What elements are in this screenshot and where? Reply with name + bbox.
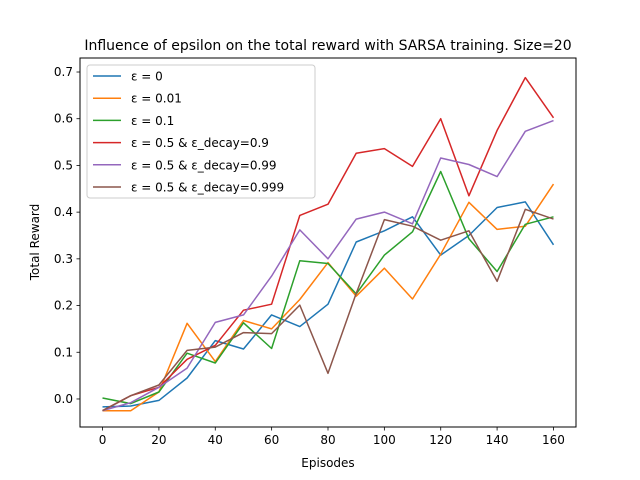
x-tick-label: 40 [208, 433, 223, 447]
x-tick-label: 80 [320, 433, 335, 447]
series-line-2 [102, 183, 555, 412]
series-line-1 [102, 201, 555, 408]
x-tick-label: 60 [264, 433, 279, 447]
plot-lines [102, 76, 555, 412]
x-tick-label: 160 [542, 433, 565, 447]
y-tick-label: 0.3 [54, 252, 73, 266]
x-axis-label: Episodes [301, 456, 354, 470]
y-axis-label: Total Reward [28, 204, 42, 282]
x-tick-label: 20 [151, 433, 166, 447]
legend-label-6: ε = 0.5 & ε_decay=0.999 [131, 181, 284, 195]
y-axis: 0.0 0.1 0.2 0.3 0.4 0.5 0.6 0.7 [54, 65, 80, 406]
series-line-6 [102, 208, 554, 412]
x-tick-label: 100 [373, 433, 396, 447]
series-line-3 [102, 170, 554, 405]
y-tick-label: 0.4 [54, 205, 73, 219]
chart-title: Influence of epsilon on the total reward… [84, 38, 571, 54]
legend-label-4: ε = 0.5 & ε_decay=0.9 [131, 136, 269, 150]
legend-label-2: ε = 0.01 [131, 92, 182, 106]
y-tick-label: 0.1 [54, 345, 73, 359]
legend-label-1: ε = 0 [131, 70, 163, 84]
x-axis: 0 20 40 60 80 100 120 140 160 [99, 427, 565, 447]
series-line-4 [102, 76, 555, 412]
series-line-5 [102, 119, 554, 412]
x-tick-label: 0 [99, 433, 107, 447]
y-tick-label: 0.2 [54, 299, 73, 313]
x-tick-label: 140 [486, 433, 509, 447]
y-tick-label: 0.7 [54, 65, 73, 79]
legend: ε = 0 ε = 0.01 ε = 0.1 ε = 0.5 & ε_decay=0.… [86, 64, 316, 199]
legend-box [86, 64, 316, 199]
legend-label-5: ε = 0.5 & ε_decay=0.99 [131, 158, 277, 172]
y-tick-label: 0.5 [54, 158, 73, 172]
y-tick-label: 0.6 [54, 112, 73, 126]
x-tick-label: 120 [429, 433, 452, 447]
y-tick-label: 0.0 [54, 392, 73, 406]
legend-label-3: ε = 0.1 [131, 114, 174, 128]
